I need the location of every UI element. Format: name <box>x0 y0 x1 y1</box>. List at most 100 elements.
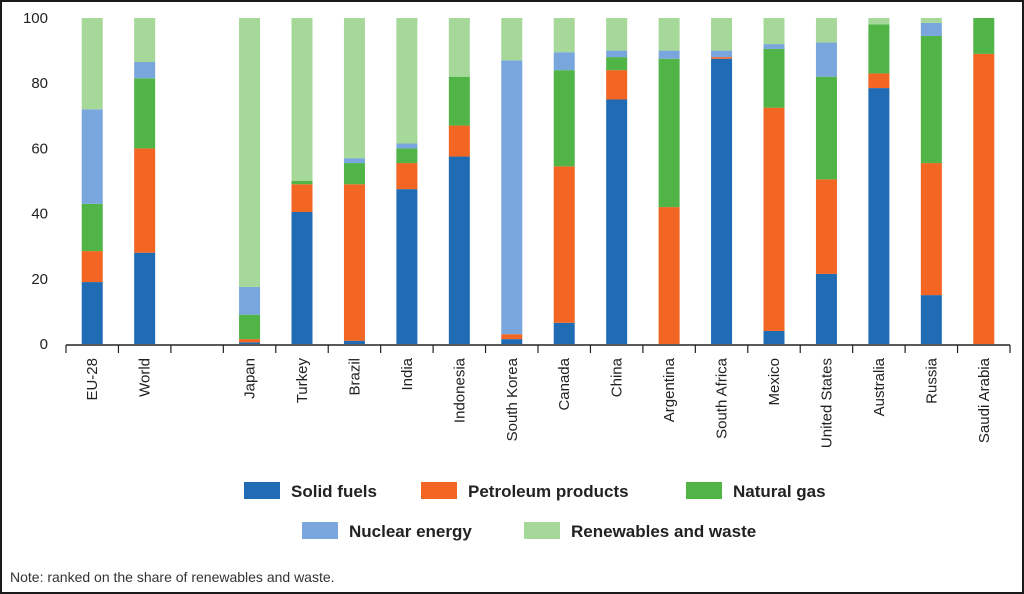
bar-segment-mexico-natural-gas <box>763 48 785 108</box>
bar-segment-world-renewables-and-waste <box>134 18 156 63</box>
bar-segment-argentina-petroleum-products <box>658 207 680 344</box>
legend-label-petroleum-products: Petroleum products <box>468 482 629 501</box>
bar-segment-world-natural-gas <box>134 78 156 149</box>
bar-segment-indonesia-renewables-and-waste <box>448 18 470 77</box>
bar-segment-russia-petroleum-products <box>920 163 942 296</box>
bar-segment-eu-28-natural-gas <box>81 203 103 252</box>
bar-segment-brazil-petroleum-products <box>343 184 365 341</box>
bar-segment-indonesia-natural-gas <box>448 76 470 126</box>
bar-segment-china-petroleum-products <box>606 70 628 100</box>
x-tick-label-indonesia: Indonesia <box>451 357 468 423</box>
bar-segment-russia-natural-gas <box>920 35 942 164</box>
bar-segment-canada-natural-gas <box>553 70 575 167</box>
y-axis: 0 20 40 60 80 100 <box>23 10 48 353</box>
bar-segment-south-korea-solid-fuels <box>501 339 523 344</box>
bar-segment-china-natural-gas <box>606 57 628 71</box>
bar-segment-canada-renewables-and-waste <box>553 18 575 53</box>
bar-segment-mexico-renewables-and-waste <box>763 18 785 45</box>
y-tick-label-20: 20 <box>31 271 48 288</box>
x-axis: EU-28 World Japan Turkey Brazil India Indonesi… <box>65 344 1011 448</box>
bar-segment-eu-28-solid-fuels <box>81 282 103 344</box>
bar-segment-world-petroleum-products <box>134 148 156 253</box>
bar-segment-united-states-solid-fuels <box>815 273 837 344</box>
bar-segment-united-states-renewables-and-waste <box>815 18 837 43</box>
bar-segment-argentina-natural-gas <box>658 58 680 208</box>
bar-segment-united-states-natural-gas <box>815 76 837 180</box>
bar-segment-world-nuclear-energy <box>134 62 156 79</box>
bar-segment-turkey-renewables-and-waste <box>291 18 313 181</box>
legend-swatch-natural-gas <box>686 482 722 499</box>
bar-segment-indonesia-petroleum-products <box>448 125 470 157</box>
x-tick-label-united-states: United States <box>818 358 835 448</box>
x-tick-label-russia: Russia <box>923 357 940 404</box>
legend-label-solid-fuels: Solid fuels <box>291 482 377 501</box>
bar-segment-india-solid-fuels <box>396 189 418 344</box>
legend-swatch-petroleum-products <box>421 482 457 499</box>
y-tick-label-40: 40 <box>31 206 48 223</box>
legend-label-nuclear-energy: Nuclear energy <box>349 522 472 541</box>
bar-segment-australia-renewables-and-waste <box>868 18 890 25</box>
bar-segment-united-states-nuclear-energy <box>815 42 837 77</box>
bar-segment-south-africa-petroleum-products <box>711 57 733 59</box>
legend: Solid fuels Petroleum products Natural gas… <box>244 482 826 541</box>
x-tick-label-canada: Canada <box>556 357 573 410</box>
bar-segment-south-africa-nuclear-energy <box>711 50 733 58</box>
chart-note: Note: ranked on the share of renewables … <box>10 569 335 585</box>
bar-segment-south-korea-nuclear-energy <box>501 60 523 335</box>
bar-segment-united-states-petroleum-products <box>815 179 837 274</box>
bar-segment-argentina-nuclear-energy <box>658 50 680 59</box>
y-tick-label-100: 100 <box>23 10 48 27</box>
bar-segment-world-solid-fuels <box>134 252 156 344</box>
bar-segment-south-korea-petroleum-products <box>501 334 523 340</box>
x-tick-label-south-africa: South Africa <box>714 357 731 439</box>
bar-segment-china-nuclear-energy <box>606 50 628 58</box>
bar-segment-brazil-nuclear-energy <box>343 158 365 164</box>
bar-segment-australia-natural-gas <box>868 24 890 74</box>
bar-segment-australia-solid-fuels <box>868 88 890 344</box>
x-tick-label-japan: Japan <box>242 358 259 399</box>
bar-segment-argentina-renewables-and-waste <box>658 18 680 51</box>
bar-segment-eu-28-nuclear-energy <box>81 109 103 204</box>
bar-segment-india-renewables-and-waste <box>396 18 418 144</box>
bar-segment-south-africa-solid-fuels <box>711 58 733 344</box>
x-tick-label-china: China <box>609 357 626 397</box>
x-tick-label-mexico: Mexico <box>766 358 783 406</box>
bar-segment-japan-solid-fuels <box>239 342 261 344</box>
bar-segment-japan-nuclear-energy <box>239 286 261 315</box>
bar-segment-russia-solid-fuels <box>920 295 942 344</box>
x-tick-label-argentina: Argentina <box>661 357 678 422</box>
bar-segment-eu-28-petroleum-products <box>81 251 103 283</box>
bar-segment-canada-solid-fuels <box>553 322 575 344</box>
x-tick-label-world: World <box>137 358 154 397</box>
legend-label-renewables-and-waste: Renewables and waste <box>571 522 756 541</box>
bar-segment-india-nuclear-energy <box>396 143 418 149</box>
bar-segment-canada-nuclear-energy <box>553 52 575 71</box>
bar-segment-brazil-renewables-and-waste <box>343 18 365 159</box>
bar-segment-saudi-arabia-natural-gas <box>973 18 995 54</box>
bar-segment-mexico-nuclear-energy <box>763 44 785 49</box>
legend-swatch-renewables-and-waste <box>524 522 560 539</box>
bar-segment-japan-petroleum-products <box>239 339 261 343</box>
x-tick-label-south-korea: South Korea <box>504 357 521 441</box>
legend-swatch-nuclear-energy <box>302 522 338 539</box>
bar-segment-mexico-solid-fuels <box>763 330 785 344</box>
bar-segment-turkey-petroleum-products <box>291 184 313 212</box>
x-tick-label-turkey: Turkey <box>294 358 311 404</box>
bar-segment-india-natural-gas <box>396 148 418 164</box>
bar-segment-russia-renewables-and-waste <box>920 18 942 23</box>
bar-segment-south-korea-renewables-and-waste <box>501 18 523 61</box>
y-tick-label-60: 60 <box>31 140 48 157</box>
legend-swatch-solid-fuels <box>244 482 280 499</box>
x-tick-label-australia: Australia <box>871 357 888 416</box>
y-tick-label-0: 0 <box>40 336 48 353</box>
legend-label-natural-gas: Natural gas <box>733 482 826 501</box>
bar-segment-russia-nuclear-energy <box>920 22 942 36</box>
bar-segment-indonesia-solid-fuels <box>448 156 470 344</box>
bar-segment-japan-renewables-and-waste <box>239 18 261 287</box>
bar-segment-australia-petroleum-products <box>868 73 890 89</box>
x-tick-label-india: India <box>399 357 416 390</box>
bar-segment-eu-28-renewables-and-waste <box>81 18 103 110</box>
bar-segment-saudi-arabia-petroleum-products <box>973 53 995 345</box>
